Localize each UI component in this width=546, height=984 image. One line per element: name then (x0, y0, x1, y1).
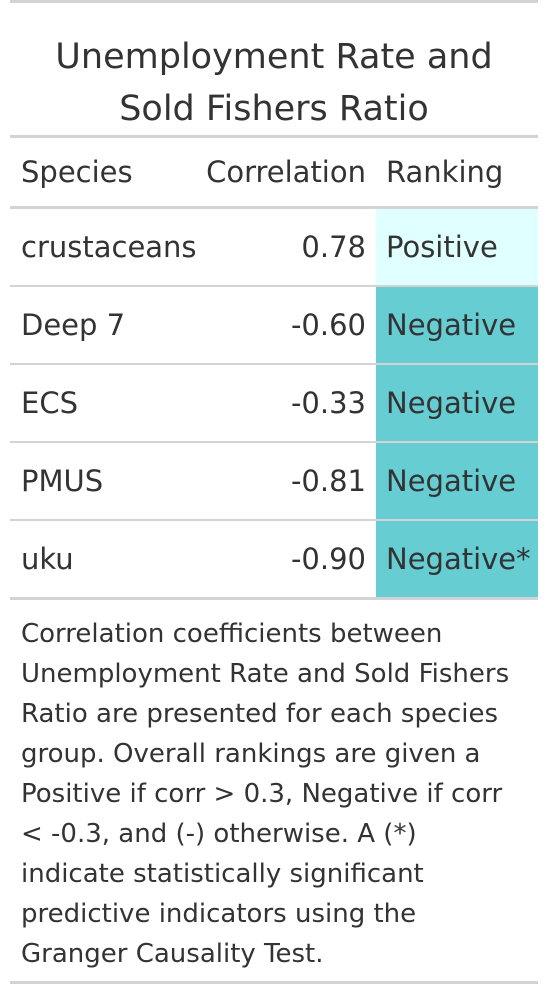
table-footnote: Correlation coefficients between Unemplo… (10, 600, 538, 984)
table-title: Unemployment Rate and Sold Fishers Ratio (10, 0, 538, 138)
correlation-cell: 0.78 (301, 230, 366, 264)
species-cell: uku (21, 542, 74, 576)
species-cell: Deep 7 (21, 308, 126, 342)
ranking-cell: Negative (376, 443, 538, 519)
header-row: Species Correlation Ranking (10, 138, 538, 209)
header-species: Species (21, 155, 133, 189)
correlation-cell: -0.90 (290, 542, 366, 576)
header-ranking: Ranking (386, 155, 504, 189)
table-body: crustaceans 0.78 Positive Deep 7 -0.60 N… (10, 209, 538, 600)
species-cell: crustaceans (21, 230, 197, 264)
table-row: Deep 7 -0.60 Negative (10, 287, 538, 365)
species-cell: PMUS (21, 464, 104, 498)
title-line-2: Sold Fishers Ratio (119, 89, 429, 129)
header-correlation: Correlation (206, 155, 366, 189)
ranking-cell: Positive (376, 209, 538, 285)
title-line-1: Unemployment Rate and (55, 37, 493, 77)
table-row: uku -0.90 Negative* (10, 521, 538, 597)
correlation-table: Unemployment Rate and Sold Fishers Ratio… (10, 0, 538, 984)
table-row: crustaceans 0.78 Positive (10, 209, 538, 287)
ranking-cell: Negative (376, 365, 538, 441)
ranking-cell: Negative (376, 287, 538, 363)
correlation-cell: -0.33 (290, 386, 366, 420)
ranking-cell: Negative* (376, 521, 538, 597)
table-row: PMUS -0.81 Negative (10, 443, 538, 521)
correlation-cell: -0.81 (290, 464, 366, 498)
species-cell: ECS (21, 386, 78, 420)
correlation-cell: -0.60 (290, 308, 366, 342)
table-row: ECS -0.33 Negative (10, 365, 538, 443)
